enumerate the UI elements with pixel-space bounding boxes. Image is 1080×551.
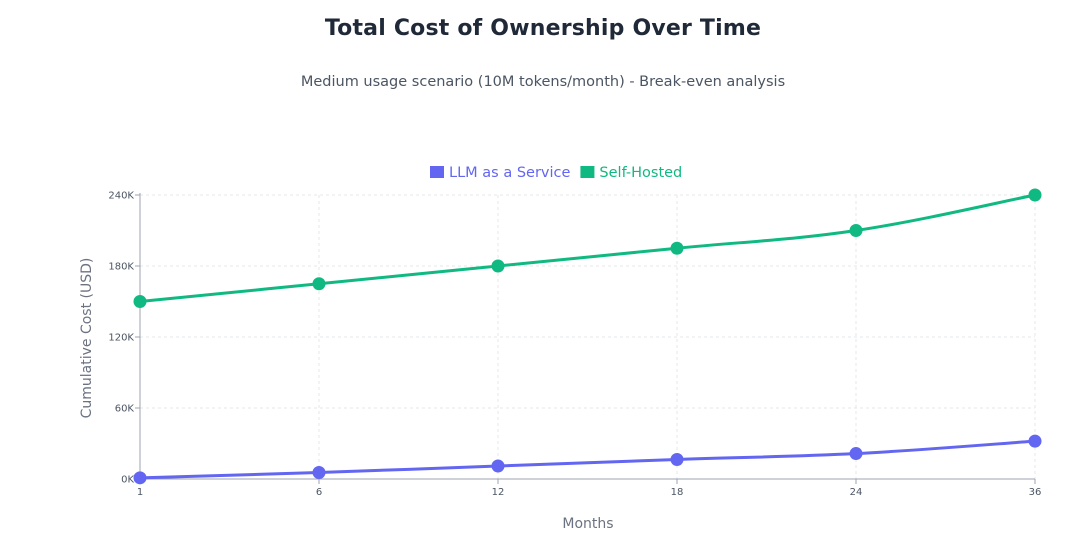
axes <box>135 193 1036 484</box>
series-lines <box>139 193 1036 480</box>
legend-label[interactable]: Self-Hosted <box>599 165 682 181</box>
x-tick-label: 24 <box>850 487 863 498</box>
grid <box>140 194 1036 479</box>
y-tick-label: 120K <box>108 333 134 344</box>
legend-swatch <box>580 166 595 178</box>
y-tick-label: 60K <box>115 404 135 415</box>
data-point[interactable] <box>133 295 147 308</box>
data-point[interactable] <box>849 224 863 237</box>
data-point[interactable] <box>1028 434 1042 448</box>
data-point[interactable] <box>133 471 147 485</box>
y-tick-labels: 0K 60K 120K 180K 240K <box>108 191 134 486</box>
y-axis-title: Cumulative Cost (USD) <box>79 258 95 419</box>
x-tick-label: 1 <box>137 487 143 498</box>
series-line <box>139 439 1036 480</box>
data-point[interactable] <box>849 447 863 461</box>
data-point[interactable] <box>312 465 326 479</box>
x-tick-label: 36 <box>1029 487 1042 498</box>
data-point[interactable] <box>1028 188 1042 202</box>
legend-label[interactable]: LLM as a Service <box>449 165 570 181</box>
x-tick-label: 18 <box>671 487 684 498</box>
data-point[interactable] <box>491 459 505 473</box>
x-tick-label: 6 <box>316 487 322 498</box>
legend-swatch <box>430 166 444 178</box>
data-point[interactable] <box>670 452 684 466</box>
y-tick-label: 180K <box>108 262 134 273</box>
legend[interactable]: LLM as a Service Self-Hosted <box>430 165 682 181</box>
chart-subtitle: Medium usage scenario (10M tokens/month)… <box>300 74 786 90</box>
x-tick-labels: 1 6 12 18 24 36 <box>137 487 1042 498</box>
x-axis-title: Months <box>562 516 613 532</box>
series-line <box>139 193 1036 303</box>
y-tick-label: 240K <box>108 191 134 202</box>
data-point[interactable] <box>312 277 326 291</box>
series-points[interactable] <box>133 188 1042 485</box>
y-tick-label: 0K <box>121 475 134 486</box>
data-point[interactable] <box>491 259 505 273</box>
data-point[interactable] <box>670 241 684 255</box>
chart-title: Total Cost of Ownership Over Time <box>324 16 762 41</box>
x-tick-label: 12 <box>492 487 505 498</box>
